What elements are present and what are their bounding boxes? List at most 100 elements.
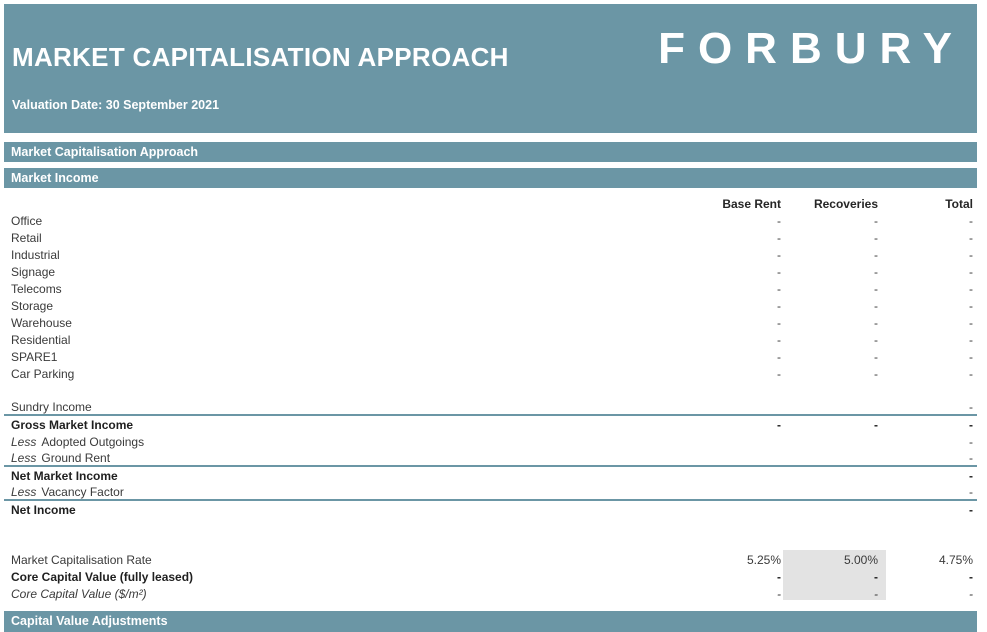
row-label: Industrial — [11, 247, 60, 262]
col-base-rent: Base Rent — [722, 196, 781, 211]
row-sundry-income: Sundry Income - — [4, 399, 977, 416]
cell-base-rent: 5.25% — [746, 552, 781, 567]
row-label-text: Vacancy Factor — [41, 484, 124, 499]
cell-base-rent: - — [777, 332, 781, 347]
row-storage: Storage - - - — [4, 297, 977, 314]
cell-total: - — [969, 315, 973, 330]
valuation-date: Valuation Date: 30 September 2021 — [12, 98, 220, 112]
row-label: Gross Market Income — [11, 417, 134, 432]
row-label: Retail — [11, 230, 42, 245]
row-residential: Residential - - - — [4, 331, 977, 348]
cell-recoveries: - — [874, 247, 878, 262]
row-label: Signage — [11, 264, 56, 279]
row-label: Warehouse — [11, 315, 72, 330]
cell-recoveries: - — [874, 230, 878, 245]
row-label: Less Vacancy Factor — [4, 485, 684, 499]
row-label: Net Income — [11, 502, 76, 517]
row-core-capital-value-per-sqm: Core Capital Value ($/m²) - - - — [4, 585, 977, 602]
cell-total: - — [969, 586, 973, 601]
row-label: Sundry Income — [11, 399, 92, 414]
cell-base-rent: - — [777, 230, 781, 245]
row-label: SPARE1 — [11, 349, 58, 364]
cell-recoveries: - — [874, 332, 878, 347]
cell-recoveries: - — [874, 315, 878, 330]
row-net-income: Net Income - — [4, 501, 977, 518]
cell-base-rent: - — [777, 213, 781, 228]
row-market-capitalisation-rate: Market Capitalisation Rate 5.25% 5.00% 4… — [4, 551, 977, 568]
col-recoveries: Recoveries — [813, 196, 878, 211]
cell-base-rent: - — [777, 298, 781, 313]
row-label: Core Capital Value ($/m²) — [11, 586, 147, 601]
row-warehouse: Warehouse - - - — [4, 314, 977, 331]
row-telecoms: Telecoms - - - — [4, 280, 977, 297]
cell-total: - — [969, 281, 973, 296]
cell-total: - — [969, 569, 973, 584]
cell-base-rent: - — [777, 264, 781, 279]
cell-total: - — [969, 349, 973, 364]
row-label: Office — [11, 213, 43, 228]
cell-total: - — [969, 213, 973, 228]
input-cell-cap-rate[interactable]: 5.00% — [843, 552, 878, 567]
row-net-market-income: Net Market Income - — [4, 467, 977, 484]
cell-total: - — [969, 399, 973, 414]
cell-base-rent: - — [777, 349, 781, 364]
row-less-adopted-outgoings: Less Adopted Outgoings - — [4, 433, 977, 450]
cell-total: - — [969, 468, 973, 483]
row-label: Car Parking — [11, 366, 75, 381]
row-label: Storage — [11, 298, 54, 313]
blank-row — [4, 382, 977, 399]
row-label-text: Adopted Outgoings — [41, 434, 145, 449]
cell-recoveries: - — [874, 349, 878, 364]
blank-rows — [4, 518, 977, 551]
cell-recoveries: - — [874, 213, 878, 228]
cell-base-rent: - — [777, 417, 781, 432]
row-label: Net Market Income — [11, 468, 118, 483]
less-prefix: Less — [11, 450, 37, 465]
cell-total: - — [969, 247, 973, 262]
cell-total: - — [969, 434, 973, 449]
forbury-logo: FORBURY — [658, 24, 965, 73]
input-cell-core-value-sqm[interactable]: - — [874, 586, 878, 601]
row-label: Less Adopted Outgoings — [4, 435, 684, 449]
cell-recoveries: - — [874, 417, 878, 432]
page-title: MARKET CAPITALISATION APPROACH — [12, 42, 509, 72]
row-signage: Signage - - - — [4, 263, 977, 280]
row-gross-market-income: Gross Market Income - - - — [4, 416, 977, 433]
cell-total: - — [969, 298, 973, 313]
row-label: Core Capital Value (fully leased) — [11, 569, 194, 584]
row-spare1: SPARE1 - - - — [4, 348, 977, 365]
row-retail: Retail - - - — [4, 229, 977, 246]
less-prefix: Less — [11, 434, 37, 449]
cell-recoveries: - — [874, 298, 878, 313]
section-bar-market-income: Market Income — [4, 168, 977, 188]
row-less-ground-rent: Less Ground Rent - — [4, 450, 977, 467]
cell-base-rent: - — [777, 315, 781, 330]
less-prefix: Less — [11, 484, 37, 499]
row-car-parking: Car Parking - - - — [4, 365, 977, 382]
input-cell-core-value[interactable]: - — [874, 569, 878, 584]
row-industrial: Industrial - - - — [4, 246, 977, 263]
cell-recoveries: - — [874, 281, 878, 296]
col-total: Total — [945, 196, 973, 211]
cell-total: - — [969, 502, 973, 517]
cell-base-rent: - — [777, 247, 781, 262]
report-header: MARKET CAPITALISATION APPROACH FORBURY V… — [4, 4, 977, 133]
section-bar-capital-value-adjustments: Capital Value Adjustments — [4, 611, 977, 632]
row-office: Office - - - — [4, 212, 977, 229]
cell-total: - — [969, 332, 973, 347]
cell-base-rent: - — [777, 586, 781, 601]
cell-total: - — [969, 484, 973, 499]
cell-recoveries: - — [874, 264, 878, 279]
row-label: Residential — [11, 332, 71, 347]
cell-base-rent: - — [777, 366, 781, 381]
row-label-text: Ground Rent — [41, 450, 111, 465]
row-less-vacancy-factor: Less Vacancy Factor - — [4, 484, 977, 501]
row-label: Market Capitalisation Rate — [11, 552, 152, 567]
income-table: Base Rent Recoveries Total Office - - - … — [4, 195, 977, 602]
cell-total: - — [969, 264, 973, 279]
row-core-capital-value: Core Capital Value (fully leased) - - - — [4, 568, 977, 585]
cell-total: - — [969, 230, 973, 245]
input-highlight-block — [783, 550, 886, 600]
cell-base-rent: - — [777, 281, 781, 296]
row-label: Less Ground Rent — [4, 451, 684, 465]
